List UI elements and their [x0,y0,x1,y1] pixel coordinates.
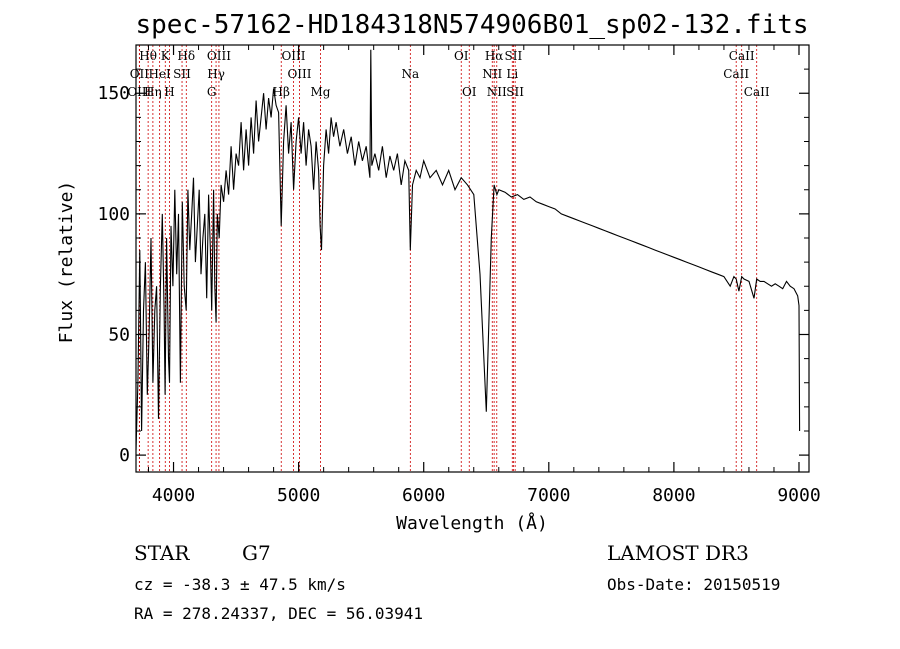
y-tick-label-0: 0 [119,445,130,466]
line-label-9: OIII [207,49,231,63]
line-markers [138,45,758,472]
y-axis-label: Flux (relative) [56,181,77,344]
subclass: G7 [242,541,271,565]
line-label-24: SII [506,85,524,99]
line-label-7: SII [173,67,191,81]
x-tick-label-5: 9000 [777,485,820,506]
line-label-14: OIII [287,67,311,81]
x-tick-label-0: 4000 [152,485,195,506]
line-label-23: Li [506,67,518,81]
line-label-4: HeI [148,67,171,81]
line-label-20: NII [482,67,502,81]
line-label-15: Mg [311,85,331,99]
y-tick-label-3: 150 [97,83,130,104]
line-label-21: NII [487,85,507,99]
y-tick-label-2: 100 [97,204,130,225]
obs-date: Obs-Date: 20150519 [607,575,780,594]
chart-title: spec-57162-HD184318N574906B01_sp02-132.f… [135,10,808,40]
x-tick-label-1: 5000 [277,485,320,506]
line-label-11: G [207,85,217,99]
line-label-25: CaII [729,49,755,63]
line-label-17: OI [454,49,469,63]
line-label-1: OII [130,67,150,81]
ra-dec-coordinates: RA = 278.24337, DEC = 56.03941 [134,604,423,623]
spectrum-series-line [135,49,801,451]
line-label-6: H [164,85,174,99]
line-label-12: Hβ [273,85,290,99]
x-axis-label: Wavelength (Å) [396,512,548,534]
line-label-22: SII [505,49,523,63]
line-label-3: Hη [144,85,162,99]
line-label-19: Hα [485,49,504,63]
line-label-13: OIII [281,49,305,63]
line-label-26: CaII [723,67,749,81]
x-tick-label-4: 8000 [652,485,695,506]
object-type: STAR [134,541,190,565]
x-axis: 4000 5000 6000 7000 8000 9000 [148,45,821,506]
redshift-cz: cz = -38.3 ± 47.5 km/s [134,575,346,594]
x-tick-label-3: 7000 [527,485,570,506]
y-tick-label-1: 50 [108,324,130,345]
x-tick-label-2: 6000 [402,485,445,506]
line-label-0: Hθ [139,49,157,63]
line-label-18: OI [462,85,477,99]
plot-frame [135,44,810,473]
line-label-2: OIII [127,85,151,99]
survey-name: LAMOST DR3 [607,541,749,565]
line-label-27: CaII [744,85,770,99]
line-label-8: Hδ [177,49,195,63]
y-axis: 0 50 100 150 [97,68,809,466]
line-label-5: K [161,49,171,63]
line-label-16: Na [402,67,420,81]
line-label-10: Hγ [207,67,225,81]
